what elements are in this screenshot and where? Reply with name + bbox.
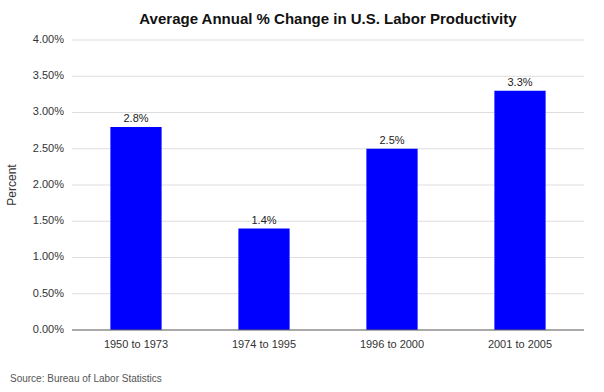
bar bbox=[366, 149, 417, 330]
y-tick-label: 0.50% bbox=[33, 287, 64, 299]
y-tick-label: 2.00% bbox=[33, 178, 64, 190]
bars bbox=[110, 91, 545, 330]
x-tick-label: 1950 to 1973 bbox=[104, 338, 168, 350]
bar bbox=[494, 91, 545, 330]
y-tick-label: 0.00% bbox=[33, 323, 64, 335]
bar bbox=[110, 127, 161, 330]
data-label: 2.5% bbox=[379, 134, 404, 146]
y-tick-label: 1.00% bbox=[33, 250, 64, 262]
data-label: 3.3% bbox=[507, 76, 532, 88]
y-axis-label: Percent bbox=[5, 164, 19, 206]
x-axis-line bbox=[72, 330, 584, 331]
grid-line bbox=[72, 330, 584, 331]
y-tick-label: 2.50% bbox=[33, 142, 64, 154]
data-labels: 2.8% 1.4% 2.5% 3.3% bbox=[123, 76, 532, 226]
grid-line bbox=[72, 40, 584, 41]
chart: 0.00% 0.50% 1.00% 1.50% 2.00% 2.50% 3.00% 3.50%… bbox=[0, 0, 604, 392]
data-label: 2.8% bbox=[123, 112, 148, 124]
annotation: Source: Bureau of Labor Statistics bbox=[10, 373, 162, 384]
x-axis: 1950 to 1973 1974 to 1995 1996 to 2000 2001… bbox=[72, 330, 584, 350]
x-tick-label: 2001 to 2005 bbox=[488, 338, 552, 350]
y-tick-label: 3.00% bbox=[33, 105, 64, 117]
y-tick-label: 3.50% bbox=[33, 69, 64, 81]
grid bbox=[72, 40, 584, 330]
bar bbox=[238, 229, 289, 331]
y-tick-label: 4.00% bbox=[33, 33, 64, 45]
y-axis: 0.00% 0.50% 1.00% 1.50% 2.00% 2.50% 3.00% 3.50%… bbox=[33, 33, 64, 335]
title: Average Annual % Change in U.S. Labor Pr… bbox=[139, 10, 517, 27]
data-label: 1.4% bbox=[251, 214, 276, 226]
x-tick-label: 1974 to 1995 bbox=[232, 338, 296, 350]
y-tick-label: 1.50% bbox=[33, 214, 64, 226]
x-tick-label: 1996 to 2000 bbox=[360, 338, 424, 350]
